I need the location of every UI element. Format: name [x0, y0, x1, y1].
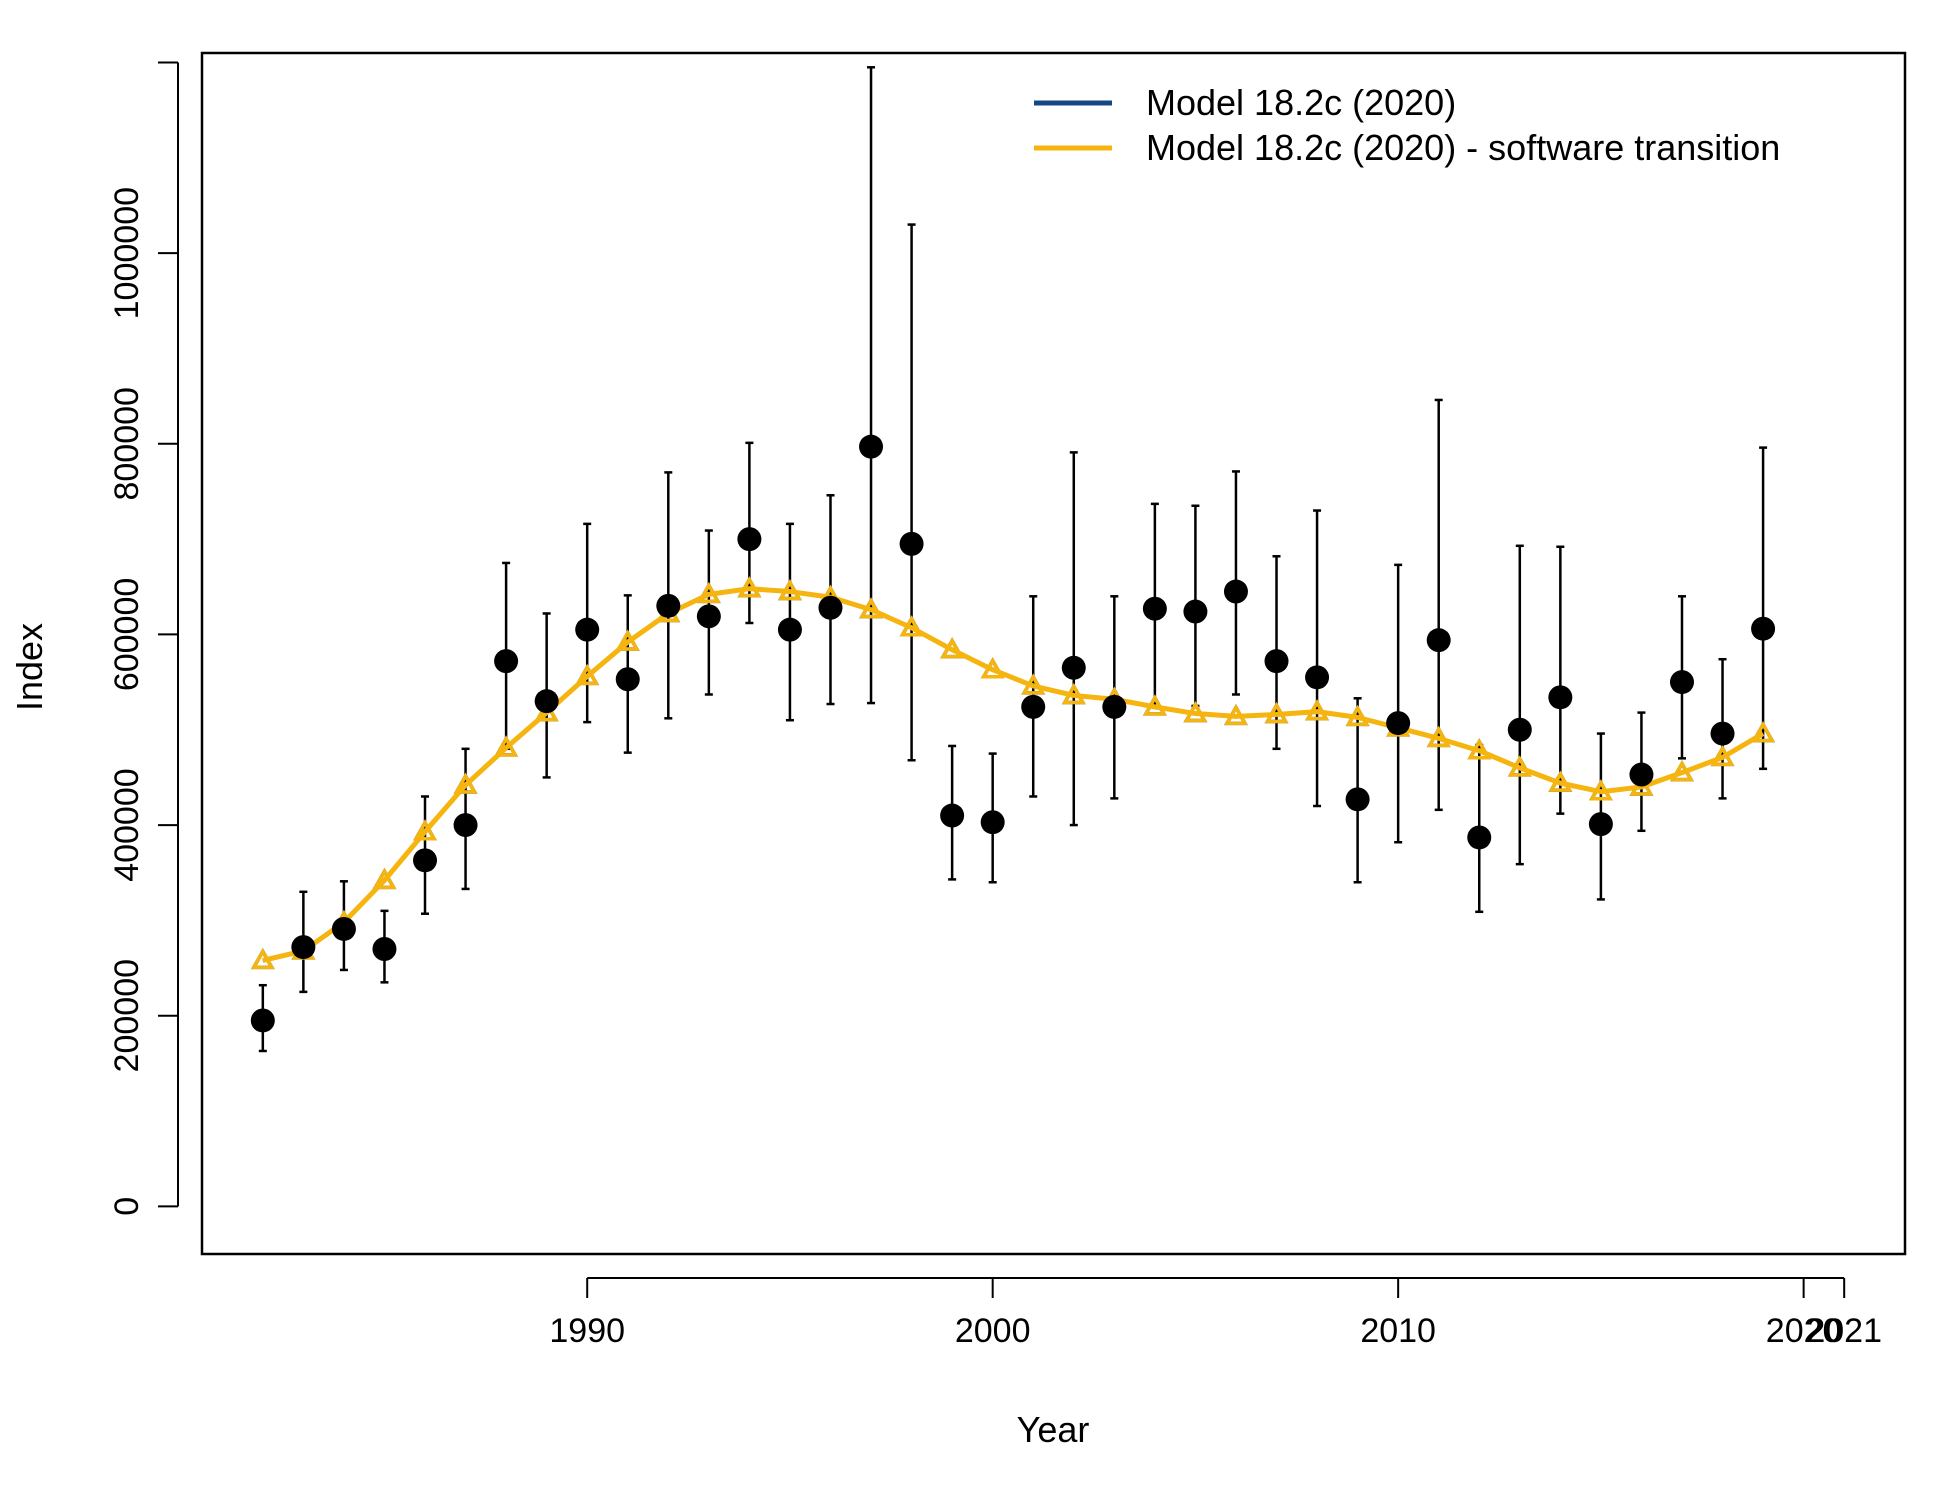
series-point — [1264, 701, 1289, 724]
observed-point — [1102, 694, 1127, 719]
series-point — [1710, 744, 1735, 767]
x-axis-title: Year — [1017, 1409, 1090, 1450]
series-point — [1426, 725, 1451, 748]
observed-point — [534, 689, 559, 714]
observed-point — [1507, 717, 1532, 742]
series-point — [1061, 682, 1086, 705]
observed-point — [737, 527, 762, 552]
observed-point — [1751, 616, 1776, 641]
series-point — [250, 947, 275, 970]
x-tick-label: 2021 — [1806, 1312, 1882, 1350]
y-tick-label: 0 — [108, 1197, 146, 1216]
observed-point — [1305, 665, 1330, 690]
series-point — [1588, 779, 1613, 801]
series-point — [777, 578, 802, 601]
x-tick-label: 1990 — [549, 1312, 625, 1350]
series-point — [1548, 770, 1573, 792]
y-tick-label: 400000 — [108, 768, 146, 881]
series-point — [940, 637, 965, 659]
series-point — [859, 597, 884, 619]
series-point — [1629, 774, 1654, 796]
observed-point — [291, 935, 316, 960]
observed-point — [1061, 655, 1086, 680]
observed-point — [1669, 670, 1694, 695]
legend-label-software-transition: Model 18.2c (2020) - software transition — [1146, 127, 1780, 168]
series-point — [453, 772, 478, 794]
y-tick-label: 600000 — [108, 578, 146, 691]
series-point — [737, 576, 762, 598]
series-point — [1305, 699, 1330, 721]
observed-point — [1021, 694, 1046, 719]
observed-point — [1345, 787, 1370, 812]
series-point — [696, 581, 721, 604]
observed-point — [1142, 596, 1167, 621]
observed-point — [1548, 685, 1573, 710]
series-point — [615, 629, 640, 651]
y-tick-label: 200000 — [108, 959, 146, 1072]
y-tick-label: 1000000 — [108, 187, 146, 319]
x-tick-label: 2020 — [1766, 1312, 1842, 1350]
series-point — [980, 657, 1005, 679]
observed-point — [453, 813, 478, 838]
observed-point — [1264, 649, 1289, 674]
series-line — [262, 586, 1765, 963]
legend-label-model: Model 18.2c (2020) — [1146, 82, 1456, 123]
observed-point — [980, 810, 1005, 835]
series-point — [1507, 755, 1532, 777]
plot-box — [200, 51, 1907, 1256]
y-axis-title: Index — [9, 623, 50, 711]
series-point — [1183, 700, 1208, 723]
observed-point — [1426, 628, 1451, 653]
legend: Model 18.2c (2020) Model 18.2c (2020) - … — [1034, 82, 1780, 168]
observed-points — [250, 434, 1776, 1033]
observed-point — [615, 667, 640, 692]
series-point — [1751, 720, 1776, 743]
observed-point — [1183, 599, 1208, 624]
observed-point — [1588, 812, 1613, 837]
observed-point — [899, 531, 924, 556]
x-tick-label: 2010 — [1360, 1312, 1436, 1350]
observed-point — [250, 1008, 275, 1033]
series-point — [1345, 704, 1370, 727]
observed-point — [331, 916, 356, 941]
series-point — [372, 867, 397, 890]
model-lines — [250, 576, 1776, 970]
observed-point — [1710, 721, 1735, 746]
x-tick-label: 2000 — [955, 1312, 1031, 1350]
series-point — [575, 663, 600, 686]
y-ticks: 0 200000 400000 600000 800000 1000000 — [108, 61, 178, 1216]
series-point — [1142, 694, 1167, 716]
series-point — [413, 819, 438, 841]
observed-point — [494, 649, 519, 674]
observed-point — [1629, 762, 1654, 787]
observed-point — [372, 936, 397, 961]
observed-point — [1386, 711, 1411, 736]
series-point — [1669, 760, 1694, 782]
y-tick-label: 800000 — [108, 387, 146, 500]
series-point — [494, 735, 519, 757]
series-point — [1021, 673, 1046, 695]
observed-point — [1223, 579, 1248, 604]
observed-point — [1467, 825, 1492, 850]
series-point — [1223, 703, 1248, 726]
observed-point — [859, 434, 884, 459]
error-bars — [258, 66, 1768, 1053]
observed-point — [656, 593, 681, 618]
observed-point — [575, 617, 600, 642]
observed-point — [696, 604, 721, 629]
series-point — [1467, 738, 1492, 760]
observed-point — [818, 595, 843, 620]
series-point — [899, 615, 924, 637]
observed-point — [777, 617, 802, 642]
observed-point — [940, 803, 965, 828]
observed-point — [413, 848, 438, 873]
